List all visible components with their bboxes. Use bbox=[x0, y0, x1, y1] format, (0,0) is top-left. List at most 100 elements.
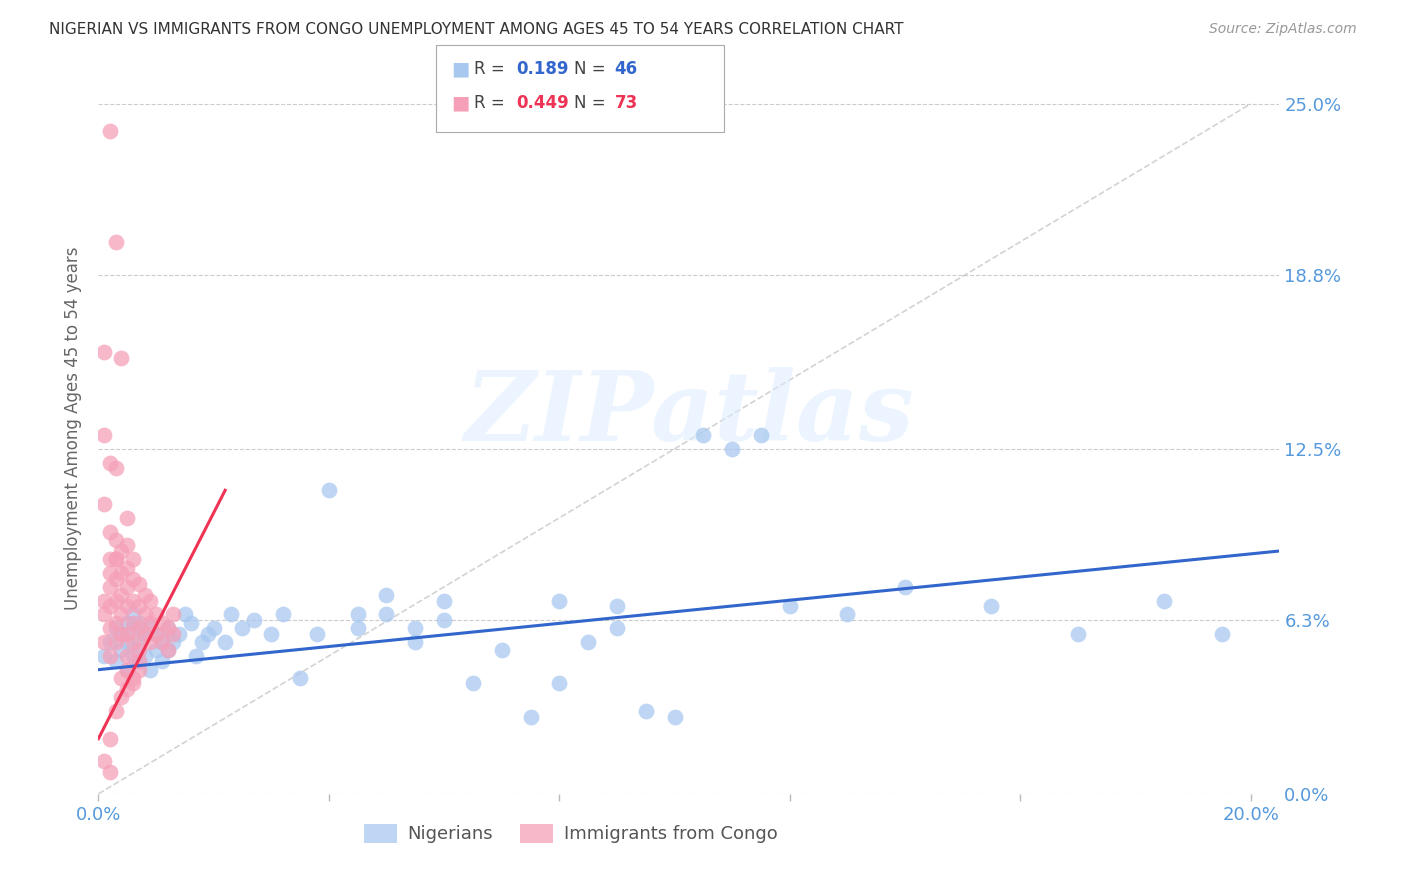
Point bbox=[128, 654, 150, 668]
Point bbox=[156, 621, 179, 635]
Point bbox=[134, 627, 156, 641]
Text: 0.189: 0.189 bbox=[516, 60, 568, 78]
Point bbox=[115, 560, 138, 574]
Point bbox=[548, 593, 571, 607]
Point bbox=[156, 621, 179, 635]
Point bbox=[288, 671, 311, 685]
Point bbox=[779, 599, 801, 614]
Text: N =: N = bbox=[574, 60, 610, 78]
Point bbox=[115, 663, 138, 677]
Point bbox=[115, 663, 138, 677]
Text: Source: ZipAtlas.com: Source: ZipAtlas.com bbox=[1209, 22, 1357, 37]
Point bbox=[150, 615, 173, 630]
Point bbox=[115, 627, 138, 641]
Point bbox=[519, 709, 541, 723]
Text: R =: R = bbox=[474, 94, 510, 112]
Point bbox=[156, 643, 179, 657]
Text: NIGERIAN VS IMMIGRANTS FROM CONGO UNEMPLOYMENT AMONG AGES 45 TO 54 YEARS CORRELA: NIGERIAN VS IMMIGRANTS FROM CONGO UNEMPL… bbox=[49, 22, 904, 37]
Point bbox=[122, 671, 145, 685]
Point bbox=[139, 635, 162, 649]
Point bbox=[894, 580, 917, 594]
Point bbox=[749, 428, 772, 442]
Point bbox=[93, 754, 115, 768]
Point bbox=[122, 607, 145, 622]
Point bbox=[122, 635, 145, 649]
Point bbox=[110, 690, 132, 705]
Point bbox=[104, 593, 127, 607]
Point bbox=[271, 607, 294, 622]
Point bbox=[307, 627, 329, 641]
Point bbox=[197, 627, 219, 641]
Point bbox=[145, 643, 167, 657]
Point bbox=[139, 663, 162, 677]
Point bbox=[115, 599, 138, 614]
Point bbox=[98, 648, 121, 663]
Point bbox=[122, 621, 145, 635]
Point bbox=[1067, 627, 1090, 641]
Point bbox=[128, 635, 150, 649]
Point bbox=[128, 643, 150, 657]
Point bbox=[98, 580, 121, 594]
Point bbox=[162, 607, 184, 622]
Point bbox=[150, 635, 173, 649]
Point bbox=[634, 704, 657, 718]
Point bbox=[104, 552, 127, 566]
Point bbox=[139, 615, 162, 630]
Point bbox=[98, 599, 121, 614]
Point bbox=[122, 572, 145, 586]
Point bbox=[104, 552, 127, 566]
Legend: Nigerians, Immigrants from Congo: Nigerians, Immigrants from Congo bbox=[357, 817, 785, 851]
Point bbox=[98, 552, 121, 566]
Point bbox=[375, 607, 398, 622]
Point bbox=[173, 607, 195, 622]
Point bbox=[156, 643, 179, 657]
Point bbox=[93, 648, 115, 663]
Point bbox=[110, 544, 132, 558]
Point bbox=[98, 635, 121, 649]
Point bbox=[576, 635, 599, 649]
Point bbox=[375, 588, 398, 602]
Point bbox=[491, 643, 513, 657]
Point bbox=[93, 497, 115, 511]
Point bbox=[110, 351, 132, 365]
Point bbox=[115, 539, 138, 553]
Point bbox=[98, 524, 121, 539]
Point bbox=[145, 627, 167, 641]
Point bbox=[98, 764, 121, 779]
Point bbox=[98, 566, 121, 580]
Text: R =: R = bbox=[474, 60, 510, 78]
Point bbox=[122, 552, 145, 566]
Point bbox=[134, 627, 156, 641]
Point bbox=[128, 654, 150, 668]
Point bbox=[214, 635, 236, 649]
Point bbox=[548, 676, 571, 690]
Point bbox=[664, 709, 686, 723]
Point bbox=[93, 345, 115, 359]
Point bbox=[162, 627, 184, 641]
Text: N =: N = bbox=[574, 94, 610, 112]
Point bbox=[115, 681, 138, 696]
Point bbox=[404, 621, 426, 635]
Point bbox=[104, 461, 127, 475]
Point bbox=[104, 235, 127, 249]
Point bbox=[104, 533, 127, 547]
Point bbox=[404, 635, 426, 649]
Point bbox=[134, 607, 156, 622]
Point bbox=[150, 654, 173, 668]
Point bbox=[115, 511, 138, 525]
Point bbox=[122, 615, 145, 630]
Point bbox=[104, 615, 127, 630]
Point bbox=[145, 607, 167, 622]
Point bbox=[980, 599, 1002, 614]
Point bbox=[1211, 627, 1233, 641]
Point bbox=[150, 635, 173, 649]
Point bbox=[122, 676, 145, 690]
Point bbox=[128, 599, 150, 614]
Point bbox=[98, 621, 121, 635]
Point bbox=[243, 613, 266, 627]
Point bbox=[128, 621, 150, 635]
Point bbox=[122, 593, 145, 607]
Point bbox=[202, 621, 225, 635]
Point bbox=[346, 621, 368, 635]
Point bbox=[115, 580, 138, 594]
